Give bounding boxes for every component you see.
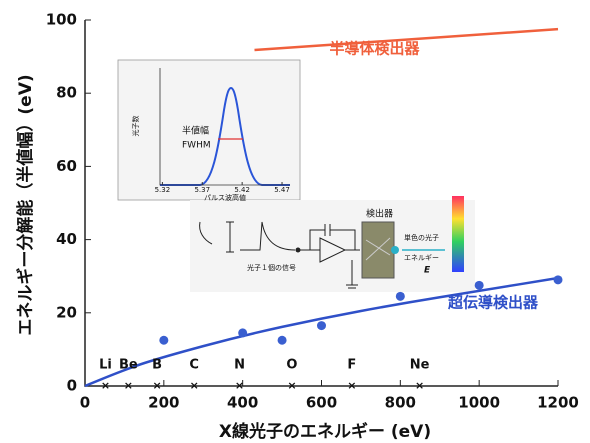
x-tick-label: 1200	[537, 394, 579, 412]
annotation: 半値幅	[182, 125, 209, 137]
element-label: B	[152, 358, 162, 373]
element-label: Ne	[410, 358, 430, 373]
inset-axes	[159, 68, 290, 186]
element-label: F	[347, 358, 356, 373]
inset-x-tick-label: 5.42	[234, 186, 250, 194]
y-tick-label: 80	[56, 84, 77, 102]
inset-curve	[160, 86, 290, 186]
data-point	[553, 275, 563, 285]
inset-x-label: パルス波高値	[204, 193, 246, 202]
diagram-frame	[190, 200, 475, 292]
inset-y-label: 光子数	[131, 116, 140, 137]
element-marker: ×	[415, 379, 424, 392]
spectrum-bar	[452, 196, 464, 272]
data-point	[395, 291, 405, 301]
y-tick-label: 0	[67, 377, 77, 395]
y-tick-label: 20	[56, 303, 77, 321]
inset-x-tick-label: 5.37	[194, 186, 210, 194]
element-marker: ×	[190, 379, 199, 392]
data-point	[317, 321, 326, 331]
x-tick-label: 600	[306, 394, 337, 412]
inset-x-tick-label: 5.47	[274, 186, 290, 194]
detector-label: 検出器	[366, 208, 393, 220]
legend-label: 半導体検出器	[329, 40, 420, 58]
x-tick-label: 0	[80, 394, 90, 412]
bracket	[226, 221, 234, 253]
pulse	[240, 221, 296, 251]
y-tick-label: 60	[56, 157, 77, 175]
detector-wires	[365, 237, 391, 261]
x-axis-title: X線光子のエネルギー (eV)	[219, 421, 431, 442]
inset-x-tick-label: 5.32	[155, 186, 171, 194]
element-label: N	[234, 358, 245, 373]
circuit	[298, 224, 360, 289]
arrow	[199, 221, 213, 245]
series-line	[84, 276, 559, 388]
element-marker: ×	[124, 379, 133, 392]
x-tick-label: 800	[385, 394, 416, 412]
detector-image	[361, 221, 395, 279]
data-point	[159, 335, 169, 345]
x-tick-label: 400	[227, 394, 258, 412]
photon-dot	[391, 246, 399, 254]
annotation: FWHM	[182, 141, 211, 151]
x-tick-label: 1000	[458, 394, 500, 412]
data-point	[238, 328, 248, 338]
y-tick-label: 100	[46, 11, 77, 29]
energy-symbol: E	[424, 266, 431, 276]
y-axis-title: エネルギー分解能（半値幅）(eV)	[15, 74, 36, 335]
photon-label: 単色の光子	[404, 233, 439, 242]
element-label: Li	[99, 358, 112, 373]
element-marker: ×	[101, 379, 110, 392]
element-marker: ×	[235, 379, 244, 392]
element-marker: ×	[347, 379, 356, 392]
element-label: O	[286, 358, 297, 373]
element-label: Be	[119, 358, 138, 373]
series-line	[254, 27, 559, 52]
data-point	[474, 280, 484, 290]
signal-label: 光子１個の信号	[247, 263, 296, 272]
energy-label: エネルギー	[404, 254, 439, 262]
element-marker: ×	[287, 379, 296, 392]
legend-label: 超伝導検出器	[447, 294, 539, 312]
y-tick-label: 40	[56, 230, 77, 248]
data-point	[277, 335, 287, 345]
x-tick-label: 200	[148, 394, 179, 412]
element-label: C	[189, 358, 199, 373]
element-marker: ×	[153, 379, 162, 392]
